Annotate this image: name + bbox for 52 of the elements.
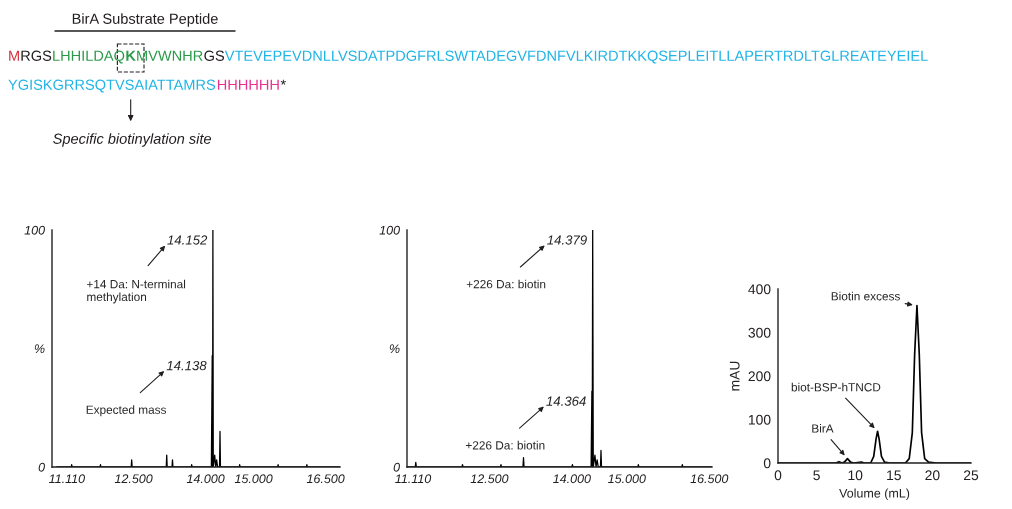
text: HHHHHH [217,79,279,90]
x-tick-label: 14.000 [186,474,225,484]
annotation: +226 Da: biotin [465,440,545,450]
annotation: Biotin excess [831,291,900,301]
y-tick-label: 0 [763,458,771,469]
text: GS [204,50,225,61]
x-tick-label: 15.000 [234,474,273,484]
y-tick-label: 400 [748,284,771,295]
text: BirA Substrate Peptide [72,13,218,27]
x-tick-label: 0 [774,470,782,481]
x-tick-label: 14.000 [553,474,591,484]
text: K [126,50,136,61]
y-tick-label: 0 [38,462,45,472]
text: M [9,50,19,61]
x-tick-label: 16.500 [690,474,729,484]
x-tick-label: 11.110 [395,474,432,484]
y-tick-label: % [34,344,45,354]
annotation: biot-BSP-hTNCD [791,382,881,392]
annotation: 14.152 [167,235,208,245]
x-tick-label: 5 [813,470,820,481]
annotation: 14.364 [546,396,586,406]
x-tick-label: 15.000 [608,474,646,484]
text: RGS [21,50,52,61]
y-tick-label: 100 [748,414,771,425]
text: MVWNHR [137,50,203,61]
x-tick-label: 25 [963,470,979,481]
x-axis-title: Volume (mL) [839,488,910,501]
annotation: BirA [812,424,834,433]
x-tick-label: 15 [887,470,901,481]
annotation: +226 Da: biotin [466,279,546,289]
annotation: 14.138 [166,360,207,371]
annotation: +14 Da: N-terminal methylation [87,279,186,304]
y-tick-label: 100 [24,225,45,235]
y-tick-label: 300 [748,327,771,338]
annotation: Expected mass [86,405,167,417]
y-axis-title: mAU [729,361,740,391]
x-tick-label: 16.500 [306,474,345,484]
text: * [280,79,286,85]
y-tick-label: 200 [748,371,771,382]
text: LHHILDAQ [53,50,125,64]
text: VTEVEPEVDNLLVSDATPDGFRLSWTADEGVFDNFVLKIRDTKKQSEPLEITLLAPERTRDLTGLREATEYEIEL [224,50,928,64]
text: YGISKGRRSQTVSAIATTAMRS [8,79,216,93]
y-tick-label: % [389,344,400,354]
x-tick-label: 20 [925,470,940,481]
x-tick-label: 12.500 [114,474,153,484]
y-tick-label: 100 [379,225,400,235]
x-tick-label: 11.110 [49,474,85,484]
y-tick-label: 0 [393,462,400,472]
x-tick-label: 10 [848,470,863,481]
x-tick-label: 12.500 [470,474,509,484]
annotation: 14.379 [547,235,587,245]
text: Specific biotinylation site [53,133,212,147]
